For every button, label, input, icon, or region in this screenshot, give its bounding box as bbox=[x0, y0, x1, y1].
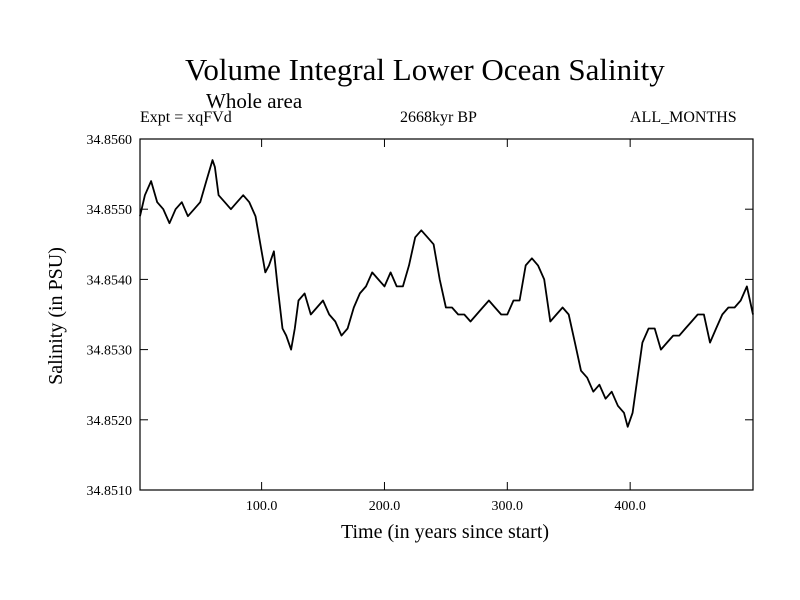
y-tick-label: 34.8560 bbox=[87, 133, 133, 148]
y-tick-label: 34.8540 bbox=[87, 273, 133, 288]
x-tick-label: 300.0 bbox=[492, 499, 524, 514]
experiment-label: Expt = xqFVd bbox=[140, 109, 232, 126]
y-tick-label: 34.8520 bbox=[87, 414, 133, 429]
plot-area-frame bbox=[139, 138, 754, 491]
y-tick-label: 34.8530 bbox=[87, 344, 133, 359]
months-label: ALL_MONTHS bbox=[630, 109, 737, 126]
salinity-series-line bbox=[139, 159, 754, 428]
y-tick-label: 34.8550 bbox=[87, 203, 133, 218]
period-label: 2668kyr BP bbox=[400, 109, 477, 126]
y-tick-label: 34.8510 bbox=[87, 484, 133, 499]
x-tick-label: 400.0 bbox=[614, 499, 646, 514]
x-tick-label: 200.0 bbox=[369, 499, 401, 514]
x-axis-label: Time (in years since start) bbox=[341, 521, 549, 543]
chart-subtitle: Whole area bbox=[206, 89, 303, 113]
y-axis-label: Salinity (in PSU) bbox=[45, 247, 67, 385]
chart-title: Volume Integral Lower Ocean Salinity bbox=[185, 52, 665, 87]
x-tick-label: 100.0 bbox=[246, 499, 278, 514]
